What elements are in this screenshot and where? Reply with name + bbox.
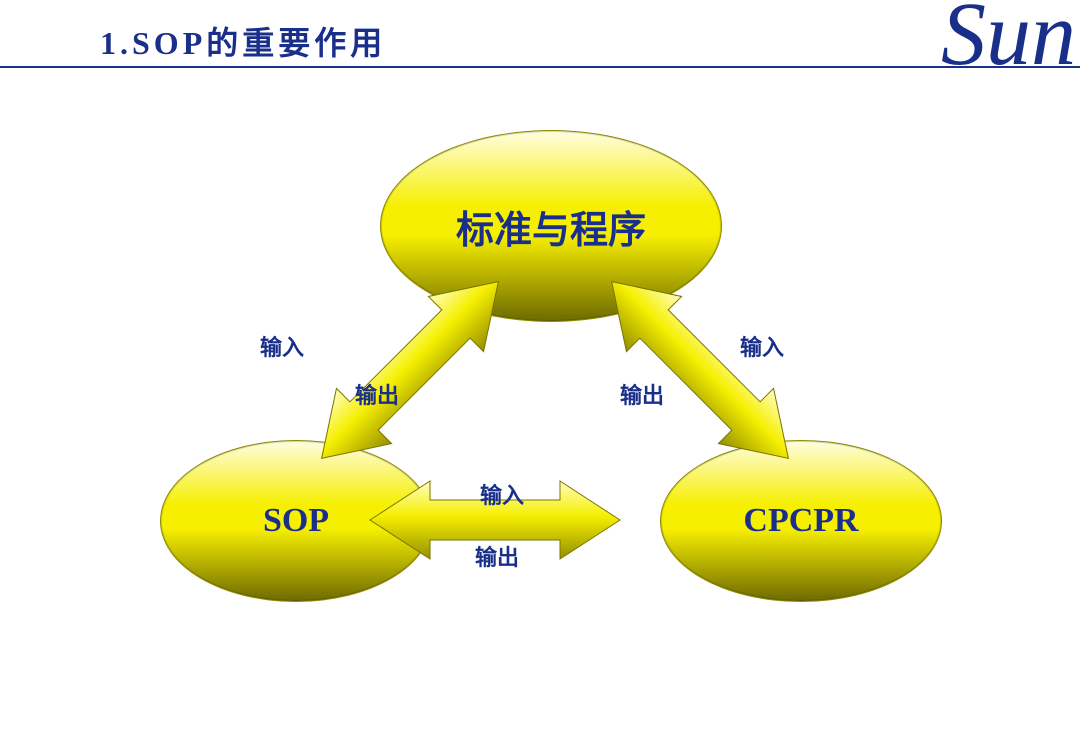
edge-label-1: 输出 xyxy=(355,378,399,410)
node-label-top: 标准与程序 xyxy=(456,199,646,254)
node-label-right: CPCPR xyxy=(743,502,858,540)
edge-label-3: 输出 xyxy=(620,378,664,410)
edge-label-4: 输入 xyxy=(480,478,524,510)
diagram: 标准与程序SOPCPCPR输入输出输入输出输入输出 xyxy=(0,0,1080,748)
arrow-0 xyxy=(291,251,529,489)
slide: 1.SOP的重要作用 Sun 标准与程序SOPCPCPR输入输出输入输出输入输出 xyxy=(0,0,1080,748)
arrow-1 xyxy=(581,251,819,489)
edge-label-2: 输入 xyxy=(740,330,784,362)
edge-label-0: 输入 xyxy=(260,330,304,362)
node-right: CPCPR xyxy=(660,440,942,602)
node-label-left: SOP xyxy=(263,502,329,540)
edge-label-5: 输出 xyxy=(475,540,519,572)
